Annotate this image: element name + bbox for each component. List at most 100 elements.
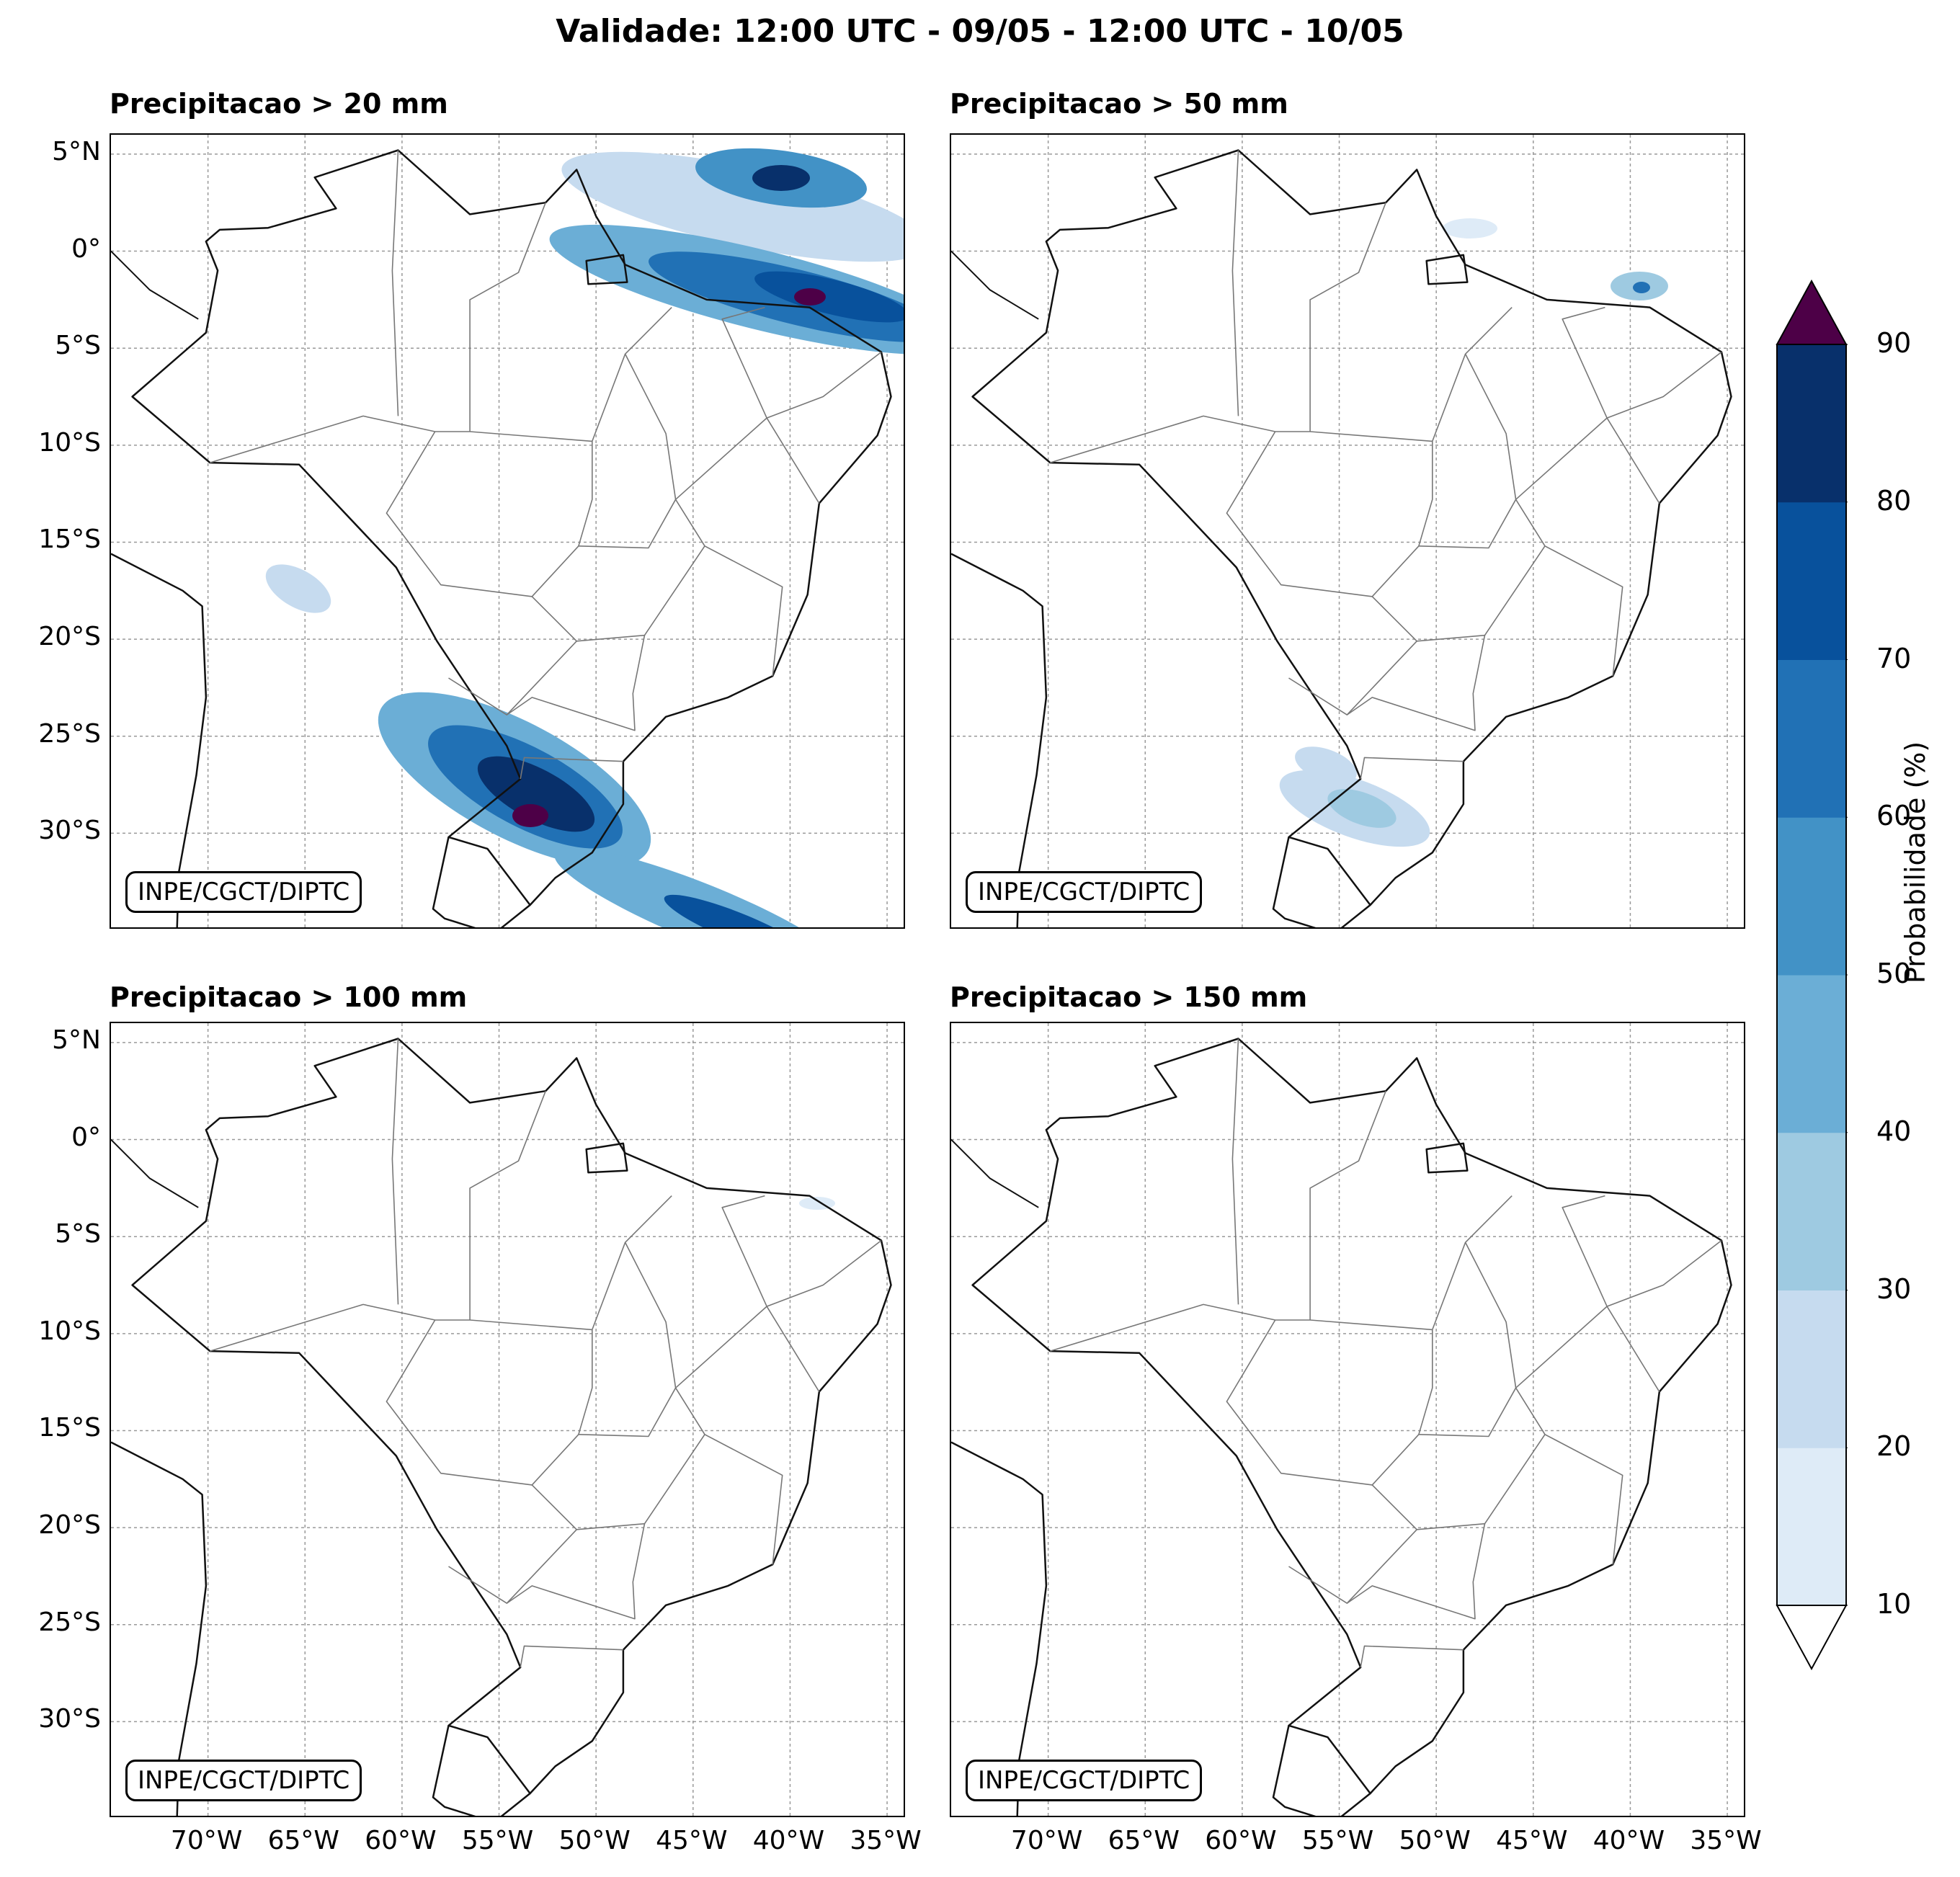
colorbar-segment (1777, 1448, 1846, 1606)
state-border (1226, 431, 1433, 597)
colorbar-tick-label: 10 (1876, 1588, 1912, 1620)
colorbar-under-arrow (1776, 1605, 1848, 1670)
map-panel-150mm: INPE/CGCT/DIPTC (950, 1022, 1745, 1817)
state-border (1360, 757, 1464, 780)
coastline (951, 1138, 1039, 1208)
lon-tick-label: 55°W (461, 1826, 534, 1855)
colorbar-segment (1777, 817, 1846, 976)
colorbar-segment (1777, 975, 1846, 1133)
credit-label: INPE/CGCT/DIPTC (966, 871, 1203, 913)
uruguay-border (432, 1725, 531, 1816)
credit-label: INPE/CGCT/DIPTC (125, 871, 362, 913)
lon-tick-label: 50°W (1399, 1826, 1471, 1855)
state-border (1417, 545, 1623, 677)
state-border (1562, 306, 1608, 419)
state-border (506, 1523, 646, 1620)
panel-title-50mm: Precipitacao > 50 mm (950, 88, 1288, 120)
lon-tick-label: 65°W (267, 1826, 339, 1855)
lat-tick-label: 10°S (38, 1316, 101, 1346)
state-border (469, 202, 546, 432)
state-border (1288, 596, 1417, 715)
coastline (951, 250, 1039, 320)
colorbar-segment (1777, 344, 1846, 503)
map-50mm (951, 135, 1744, 927)
state-border (576, 545, 783, 677)
state-border (578, 353, 677, 549)
state-border (1288, 1484, 1417, 1604)
state-border (448, 596, 577, 715)
lon-tick-label: 45°W (1496, 1826, 1568, 1855)
colorbar-segment (1777, 501, 1846, 660)
lat-tick-label: 20°S (38, 622, 101, 652)
state-border (1050, 1195, 1513, 1352)
lat-tick-label: 20°S (38, 1510, 101, 1541)
lon-tick-label: 70°W (170, 1826, 243, 1855)
state-border (391, 150, 399, 416)
brazil-border (971, 149, 1732, 906)
colorbar-over-arrow (1776, 280, 1848, 345)
brazil-border (971, 1038, 1732, 1795)
island-outline (1425, 254, 1469, 285)
state-border (578, 1241, 677, 1437)
state-border (1309, 1090, 1386, 1320)
state-border (520, 1645, 623, 1668)
state-border (1346, 1523, 1486, 1620)
state-border (576, 1434, 783, 1565)
lon-tick-label: 35°W (850, 1826, 922, 1855)
lat-tick-label: 5°N (52, 1025, 101, 1055)
lat-tick-label: 5°S (55, 331, 101, 361)
state-border (386, 431, 593, 597)
colorbar-title: Probabilidade (%) (1899, 741, 1931, 984)
lon-tick-label: 40°W (752, 1826, 825, 1855)
coastline (111, 250, 199, 320)
lat-tick-label: 30°S (38, 1704, 101, 1734)
map-20mm (111, 135, 904, 927)
colorbar-tick-label: 50 (1876, 958, 1912, 989)
uruguay-border (1272, 837, 1371, 927)
colorbar-segment (1777, 1290, 1846, 1448)
lon-tick-label: 50°W (558, 1826, 631, 1855)
map-panel-20mm: INPE/CGCT/DIPTC (110, 133, 905, 929)
map-panel-50mm: INPE/CGCT/DIPTC (950, 133, 1745, 929)
state-border (386, 1319, 593, 1486)
state-border (721, 306, 767, 419)
lon-tick-label: 40°W (1592, 1826, 1665, 1855)
lat-tick-label: 25°S (38, 1607, 101, 1637)
lat-tick-label: 15°S (38, 1413, 101, 1443)
state-border (1418, 1241, 1517, 1437)
island-outline (1425, 1142, 1469, 1174)
panel-title-150mm: Precipitacao > 150 mm (950, 981, 1308, 1013)
brazil-border (131, 1038, 892, 1795)
state-border (210, 1195, 672, 1352)
state-border (1515, 1306, 1660, 1435)
lat-tick-label: 10°S (38, 427, 101, 458)
island-outline (585, 254, 628, 285)
panel-title-20mm: Precipitacao > 20 mm (110, 88, 448, 120)
state-border (1417, 1434, 1623, 1565)
state-border (1515, 417, 1660, 547)
colorbar-tick-label: 80 (1876, 484, 1912, 517)
colorbar (1776, 280, 1848, 1670)
credit-label: INPE/CGCT/DIPTC (966, 1760, 1203, 1801)
state-border (1231, 1038, 1239, 1305)
state-border (1360, 1645, 1464, 1668)
state-border (210, 307, 672, 463)
lat-tick-label: 15°S (38, 525, 101, 555)
panel-title-100mm: Precipitacao > 100 mm (110, 981, 468, 1013)
lat-tick-label: 30°S (38, 816, 101, 846)
coastline (111, 1138, 199, 1208)
state-border (1050, 307, 1513, 463)
brazil-border (131, 149, 892, 906)
colorbar-tick-label: 20 (1876, 1430, 1912, 1463)
lat-tick-label: 25°S (38, 718, 101, 749)
uruguay-border (1272, 1725, 1371, 1816)
state-border (674, 1306, 820, 1435)
state-border (520, 757, 623, 780)
state-border (469, 1090, 546, 1320)
lat-tick-label: 5°S (55, 1219, 101, 1249)
lat-tick-label: 5°N (52, 136, 101, 166)
state-border (1606, 351, 1722, 419)
state-border (1606, 1239, 1722, 1307)
lon-tick-label: 60°W (365, 1826, 437, 1855)
lat-tick-label: 0° (71, 233, 101, 264)
